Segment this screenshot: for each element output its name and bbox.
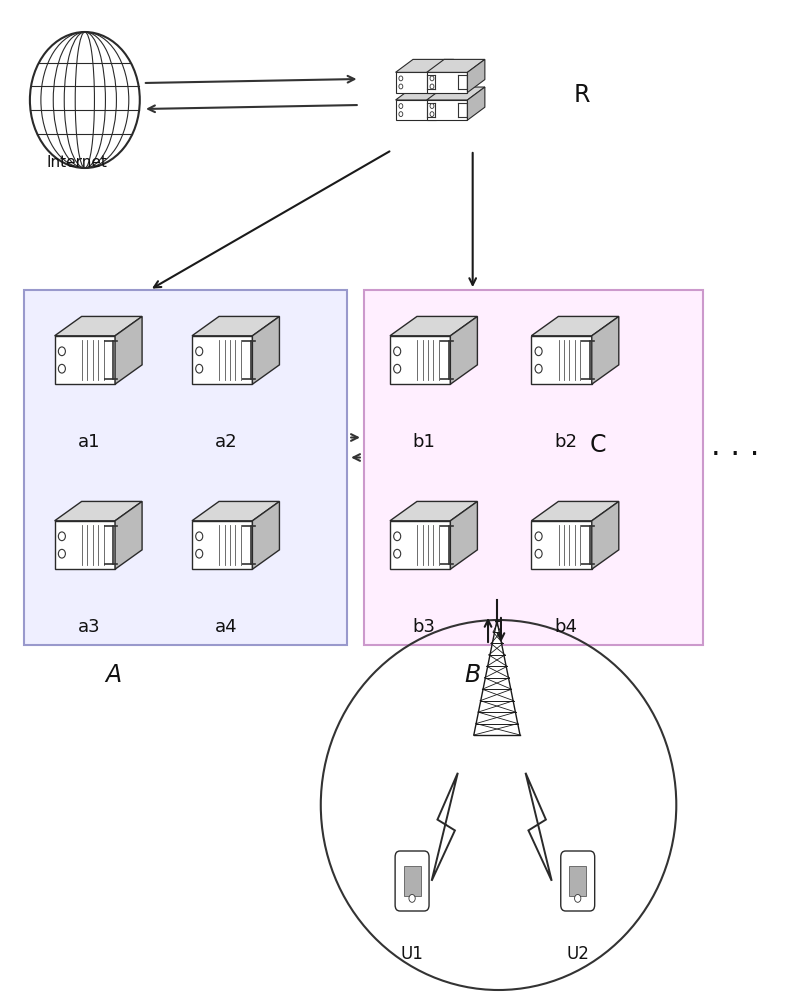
FancyBboxPatch shape [561,851,595,911]
Polygon shape [525,773,552,881]
Polygon shape [55,521,115,569]
Polygon shape [532,521,591,569]
Polygon shape [192,501,280,521]
Circle shape [393,347,401,356]
Polygon shape [192,521,252,569]
Polygon shape [252,316,280,384]
Polygon shape [450,316,478,384]
Circle shape [196,364,203,373]
Polygon shape [532,501,619,521]
Polygon shape [427,100,467,120]
Circle shape [574,894,581,902]
Polygon shape [431,773,458,881]
Circle shape [399,84,403,89]
Polygon shape [390,501,478,521]
Polygon shape [396,87,454,100]
Polygon shape [591,316,619,384]
Text: a2: a2 [215,433,238,451]
Circle shape [535,364,542,373]
Circle shape [535,549,542,558]
Bar [569,866,586,896]
Polygon shape [252,501,280,569]
Text: a1: a1 [78,433,100,451]
Polygon shape [436,59,454,93]
Text: B: B [465,663,481,687]
Polygon shape [427,59,485,72]
Circle shape [430,76,434,81]
Circle shape [58,347,65,356]
Polygon shape [115,501,142,569]
Text: Internet: Internet [46,155,107,170]
Text: b4: b4 [554,618,577,636]
Circle shape [393,364,401,373]
Bar [404,866,420,896]
Text: R: R [574,83,590,107]
Polygon shape [427,72,467,93]
Polygon shape [427,87,485,100]
Polygon shape [192,316,280,336]
Text: b2: b2 [554,433,577,451]
Polygon shape [396,72,436,93]
Circle shape [196,549,203,558]
Polygon shape [390,521,450,569]
Text: · · ·: · · · [711,440,760,470]
Polygon shape [390,316,478,336]
Text: b1: b1 [413,433,436,451]
Polygon shape [450,501,478,569]
Polygon shape [55,316,142,336]
Circle shape [399,76,403,81]
Circle shape [196,347,203,356]
Circle shape [430,84,434,89]
Circle shape [196,532,203,541]
Circle shape [58,364,65,373]
Text: a4: a4 [215,618,238,636]
Polygon shape [532,316,619,336]
Bar [24,290,347,645]
Circle shape [430,104,434,108]
Circle shape [393,549,401,558]
Circle shape [535,532,542,541]
Circle shape [58,532,65,541]
Polygon shape [55,501,142,521]
Text: A: A [105,663,121,687]
Text: U1: U1 [401,945,423,963]
FancyBboxPatch shape [395,851,429,911]
Circle shape [399,104,403,108]
Polygon shape [591,501,619,569]
Circle shape [399,112,403,117]
Text: b3: b3 [413,618,436,636]
Text: C: C [590,433,606,457]
Polygon shape [473,621,520,735]
Circle shape [535,347,542,356]
Polygon shape [467,59,485,93]
Polygon shape [436,87,454,120]
Circle shape [393,532,401,541]
Bar [364,290,703,645]
Circle shape [430,112,434,117]
Polygon shape [396,59,454,72]
Polygon shape [55,336,115,384]
Polygon shape [390,336,450,384]
Polygon shape [467,87,485,120]
Polygon shape [532,336,591,384]
Polygon shape [192,336,252,384]
Text: a3: a3 [78,618,100,636]
Circle shape [409,894,415,902]
Circle shape [58,549,65,558]
Polygon shape [396,100,436,120]
Circle shape [30,32,140,168]
Text: U2: U2 [566,945,589,963]
Polygon shape [115,316,142,384]
